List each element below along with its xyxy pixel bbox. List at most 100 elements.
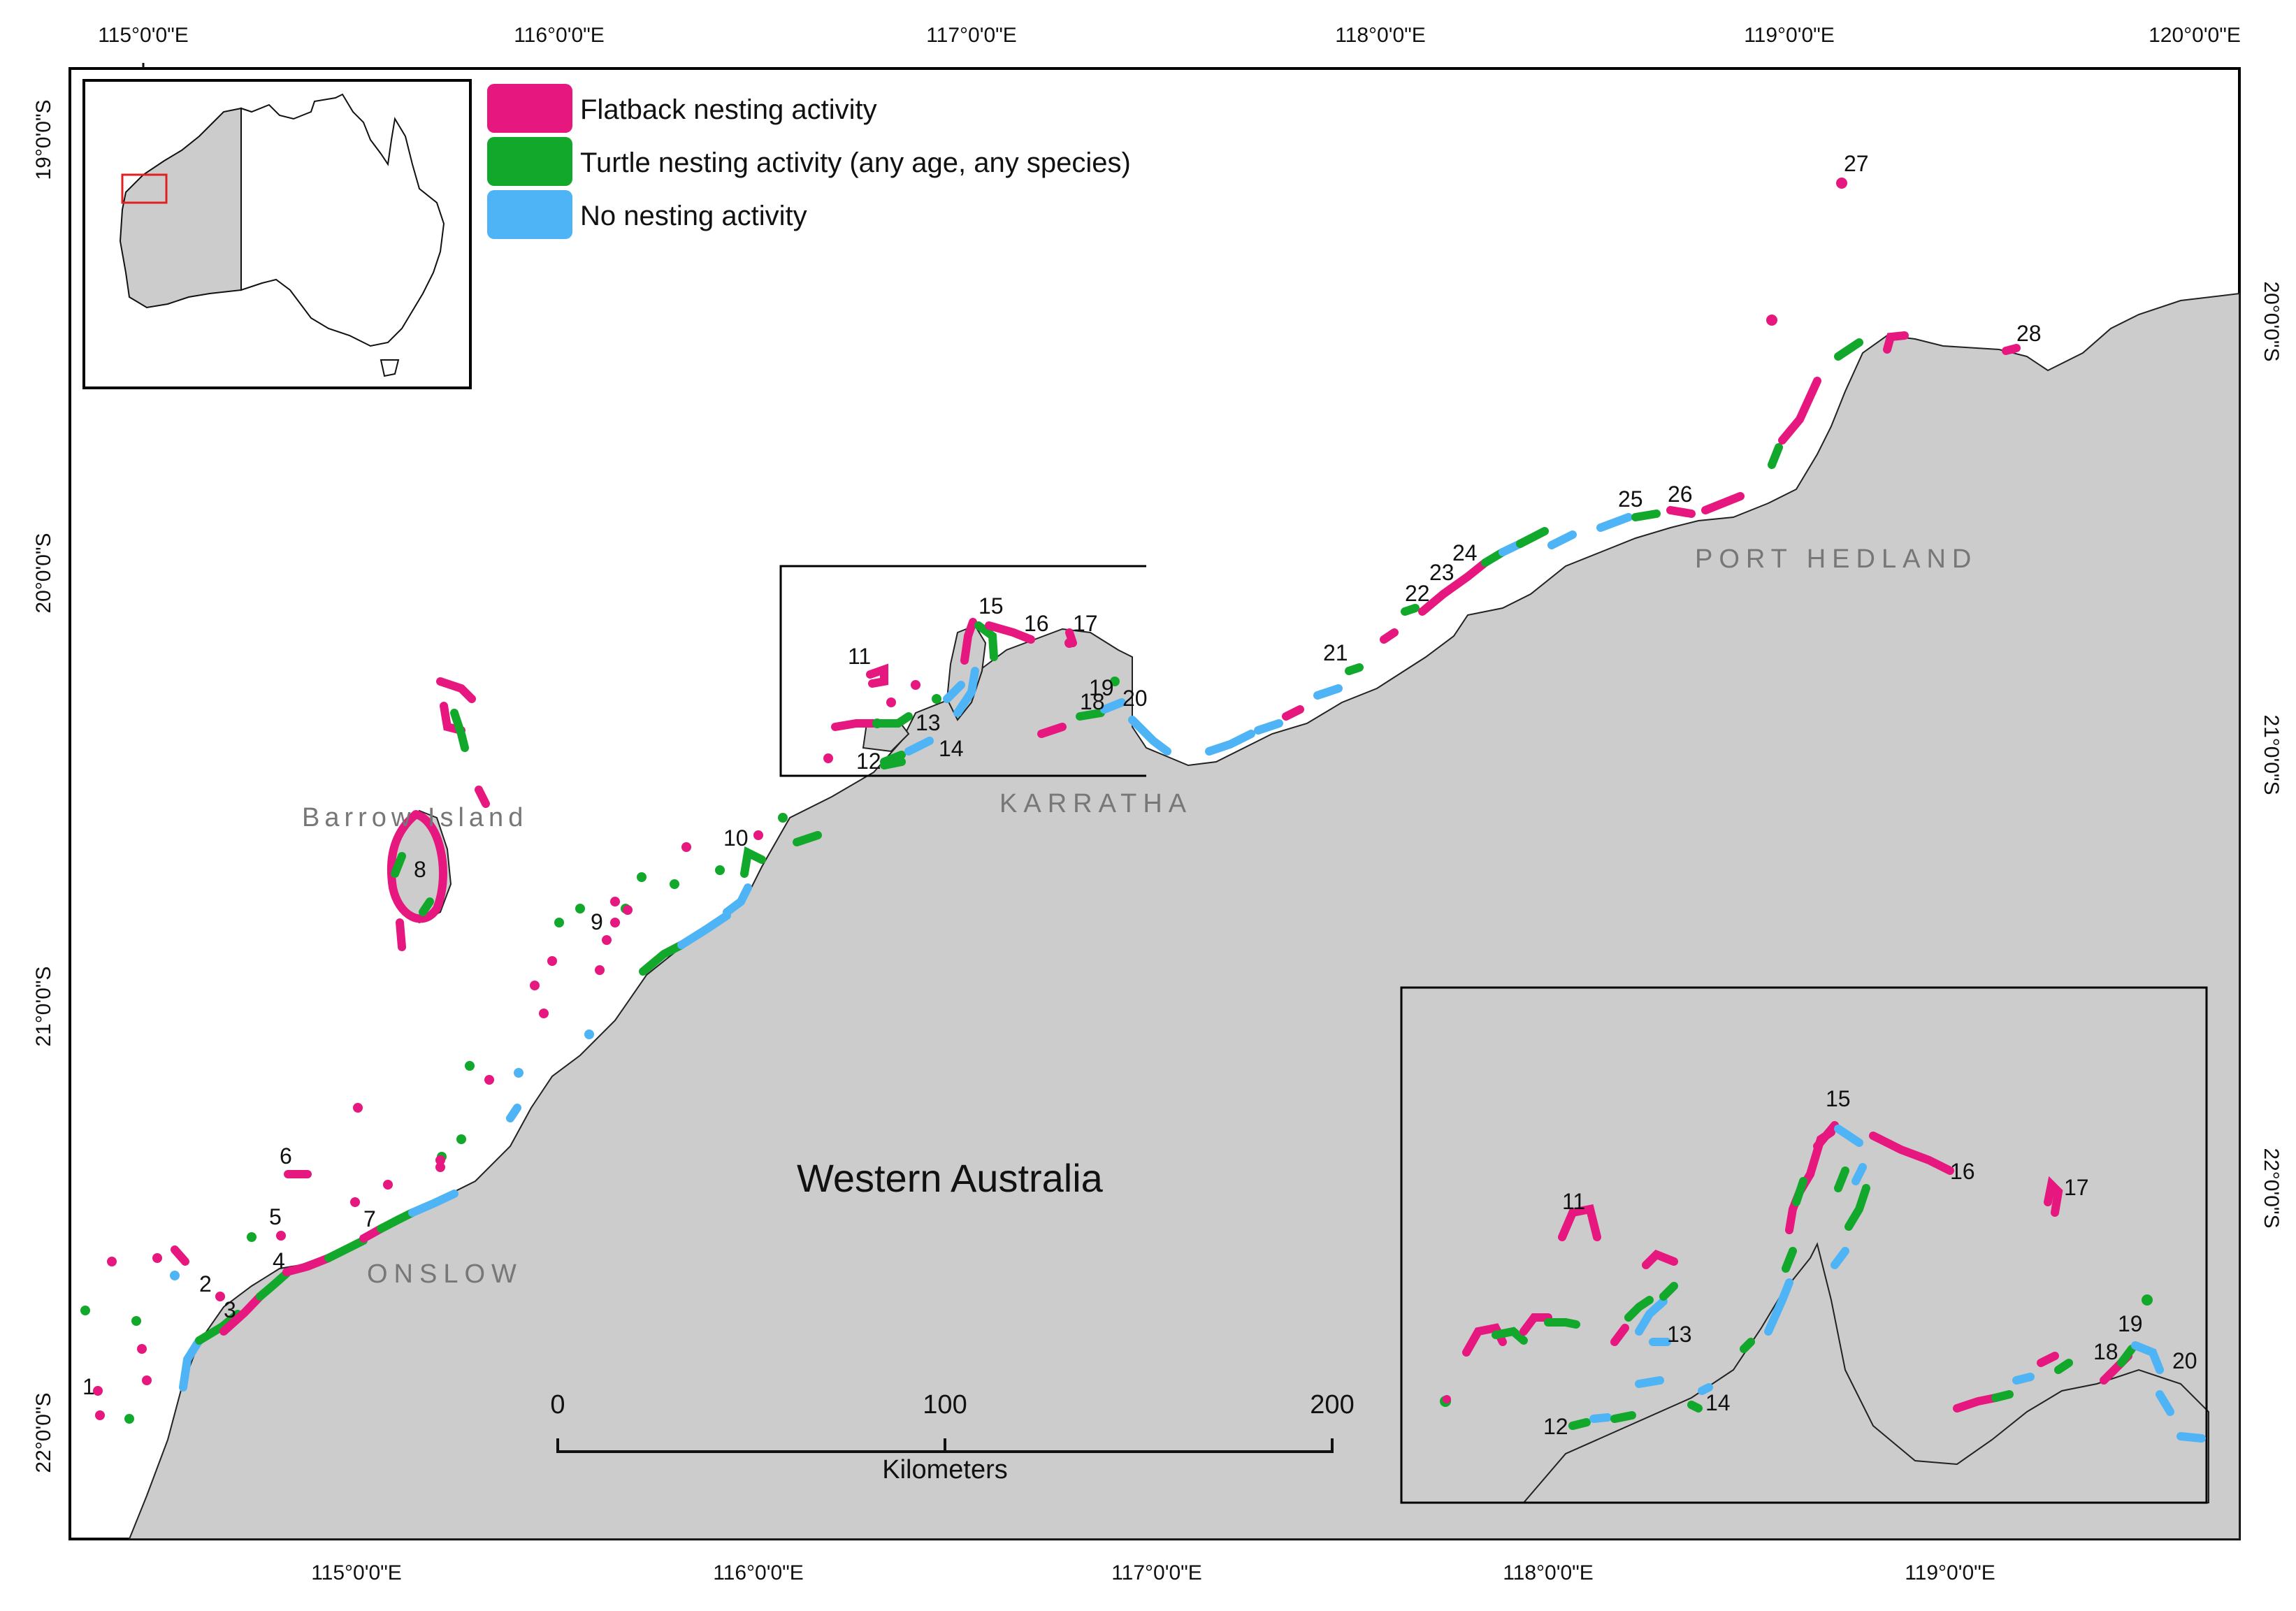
site-number: 22 — [1405, 581, 1430, 606]
inset-number: 15 — [1826, 1086, 1851, 1111]
segment-flatback — [1037, 723, 1067, 738]
site-number: 28 — [2016, 321, 2042, 346]
scale-bar: 0 100 200 Kilometers — [550, 1390, 1354, 1484]
dot — [124, 1414, 134, 1424]
dot — [911, 680, 920, 690]
dot — [350, 1197, 360, 1207]
top-label: 120°0'0"E — [2149, 24, 2241, 47]
segment-turtle — [1345, 663, 1364, 675]
segment-flatback — [1418, 558, 1489, 616]
segment-none — [904, 737, 934, 756]
inset-seg — [2054, 1359, 2073, 1374]
dot — [623, 905, 633, 915]
inset-seg — [1991, 1390, 2014, 1402]
site-number: 15 — [979, 593, 1004, 619]
segment-turtle — [1834, 338, 1863, 361]
segment-none — [1205, 730, 1255, 756]
segment-turtle — [377, 1208, 417, 1233]
site-number: 12 — [856, 749, 881, 774]
site-number: 13 — [916, 710, 941, 735]
scale-unit: Kilometers — [882, 1455, 1008, 1484]
segment-none — [1100, 698, 1126, 714]
inset-seg — [1558, 1204, 1601, 1241]
site-number: 11 — [848, 644, 871, 669]
segment-flatback — [1380, 628, 1399, 644]
site-number: 16 — [1024, 611, 1049, 636]
karratha-inset-box — [779, 565, 1146, 777]
inset-number: 13 — [1667, 1322, 1692, 1347]
site-number: 14 — [939, 736, 964, 761]
segment-none — [1128, 716, 1171, 756]
inset-seg — [1740, 1338, 1755, 1353]
segment-turtle — [974, 621, 998, 661]
inset-seg — [2117, 1345, 2136, 1367]
scale-bar-line — [556, 1438, 1334, 1453]
dot — [93, 1386, 103, 1396]
barrow-turtle — [391, 852, 406, 878]
site-2-flatback — [171, 1245, 189, 1266]
inset-seg — [1844, 1184, 1870, 1231]
site-number: 6 — [280, 1143, 292, 1169]
karratha-14-none — [943, 681, 965, 703]
dot — [107, 1257, 117, 1266]
inset-seg — [1610, 1324, 1629, 1346]
scale-tick-100: 100 — [923, 1390, 967, 1419]
dot — [610, 918, 620, 927]
segment-none — [1596, 513, 1633, 532]
inset-seg — [1589, 1413, 1612, 1423]
dot — [753, 830, 763, 840]
inset-seg — [1834, 1125, 1863, 1147]
dot — [1766, 315, 1777, 326]
eastern-australia-outline — [240, 93, 445, 347]
top-label: 118°0'0"E — [1335, 24, 1426, 47]
karratha-12 — [880, 758, 906, 770]
inset-number: 19 — [2118, 1311, 2143, 1336]
karratha-zoom-inset — [1400, 986, 2208, 1504]
dot — [276, 1231, 286, 1241]
inset-seg — [2044, 1176, 2063, 1217]
bottom-label: 119°0'0"E — [1905, 1561, 1995, 1584]
bottom-label: 115°0'0"E — [311, 1561, 402, 1584]
inset-seg — [1813, 1121, 1839, 1150]
inset-seg — [1851, 1163, 1867, 1185]
dot — [547, 956, 557, 966]
western-australia-shape — [119, 107, 242, 309]
inset-seg — [2012, 1373, 2035, 1385]
nesting-points — [80, 178, 2017, 1424]
dot — [152, 1253, 162, 1263]
inset-seg — [1953, 1394, 2000, 1413]
dot — [872, 718, 882, 728]
site-number: 5 — [269, 1204, 282, 1229]
segment-turtle — [1076, 709, 1105, 721]
inset-number: 20 — [2172, 1348, 2197, 1373]
dot — [435, 1162, 445, 1172]
place-karratha: KARRATHA — [999, 789, 1192, 818]
island-karratha-a — [946, 624, 987, 721]
dot — [80, 1306, 90, 1315]
segment-flatback — [1701, 492, 1745, 514]
inset-seg — [2176, 1432, 2206, 1443]
inset-peninsula — [1522, 1242, 2209, 1503]
inset-seg — [2131, 1341, 2164, 1374]
dot — [886, 698, 896, 707]
segment-turtle — [1401, 604, 1420, 616]
graticule-labels: 115°0'0"E 116°0'0"E 117°0'0"E 118°0'0"E … — [32, 24, 2283, 1584]
inset-seg — [1642, 1249, 1678, 1269]
segment-turtle — [740, 846, 766, 878]
segment-flatback — [985, 621, 1035, 644]
dot — [584, 1030, 594, 1039]
top-label: 117°0'0"E — [926, 24, 1017, 47]
dot — [681, 842, 691, 852]
segment-turtle — [1768, 443, 1783, 469]
inset-seg — [1544, 1318, 1580, 1329]
inset-seg — [2037, 1352, 2059, 1367]
inset-seg — [1635, 1376, 1664, 1388]
inset-number: 12 — [1543, 1414, 1568, 1439]
inset-number: 11 — [1562, 1189, 1585, 1214]
segment-none — [408, 1190, 459, 1217]
bottom-label: 117°0'0"E — [1111, 1561, 1202, 1584]
place-labels: Barrow Island KARRATHA ONSLOW PORT HEDLA… — [302, 544, 1971, 1289]
legend-swatch-flatback — [487, 84, 572, 133]
north-group-flatback — [475, 786, 490, 808]
right-label: 22°0'0"S — [2260, 1148, 2283, 1228]
